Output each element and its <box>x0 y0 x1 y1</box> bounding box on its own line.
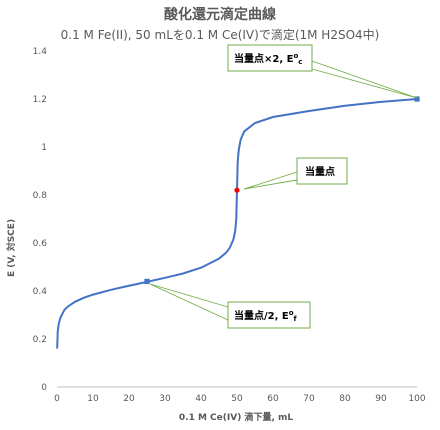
data-point-marker <box>144 278 150 284</box>
x-tick-label: 100 <box>408 394 425 404</box>
x-tick-label: 90 <box>375 394 387 404</box>
callout-leader-line <box>149 283 229 321</box>
callout-label: 当量点 <box>305 165 335 178</box>
callout-leader-line <box>243 179 298 190</box>
x-tick-label: 40 <box>195 394 207 404</box>
callout-label: 当量点×2, Eoc <box>234 52 302 66</box>
callout-leader-line <box>311 60 418 99</box>
x-tick-label: 60 <box>267 394 279 404</box>
callout-label-main: 当量点/2, E <box>234 309 289 322</box>
y-tick-label: 0 <box>41 383 47 393</box>
callout-label-sub: c <box>298 58 302 66</box>
callout-label: 当量点/2, Eof <box>234 309 298 323</box>
callout-label-main: 当量点×2, E <box>234 52 294 65</box>
callout-label-sup: o <box>289 309 294 317</box>
callout-leader-line <box>243 171 298 190</box>
x-tick-label: 50 <box>231 394 243 404</box>
x-tick-label: 30 <box>159 394 171 404</box>
callout-half-equivalence: 当量点/2, Eof <box>149 283 311 329</box>
callout-box <box>227 301 311 329</box>
callout-box <box>296 157 348 185</box>
callout-label-sub: f <box>294 315 298 323</box>
callout-double-equivalence: 当量点×2, Eoc <box>227 44 418 99</box>
x-tick-labels: 0 10 20 30 40 50 60 70 80 90 100 <box>54 394 426 404</box>
x-tick-label: 80 <box>339 394 351 404</box>
y-tick-label: 1.4 <box>33 47 48 57</box>
data-markers <box>144 96 420 284</box>
x-axis-title: 0.1 M Ce(IV) 滴下量, mL <box>179 411 293 423</box>
titration-curve-line <box>56 98 418 349</box>
y-tick-label: 0.6 <box>33 239 48 249</box>
callout-equivalence: 当量点 <box>243 157 348 190</box>
equivalence-point-marker <box>234 187 240 193</box>
y-tick-label: 0.4 <box>33 287 48 297</box>
callout-leader-line <box>149 283 229 308</box>
callout-label-sup: o <box>293 52 298 60</box>
y-tick-label: 1.2 <box>33 95 47 105</box>
y-tick-label: 0.8 <box>33 191 48 201</box>
y-tick-labels: 0 0.2 0.4 0.6 0.8 1 1.2 1.4 <box>33 47 48 393</box>
x-tick-label: 10 <box>87 394 99 404</box>
callout-leader-line <box>311 68 418 99</box>
chart-title: 酸化還元滴定曲線 <box>164 6 276 23</box>
chart-subtitle: 0.1 M Fe(II), 50 mLを0.1 M Ce(IV)で滴定(1M H… <box>61 27 380 42</box>
callout-box <box>227 44 313 72</box>
x-tick-label: 70 <box>303 394 315 404</box>
y-axis-title: E (V, 対SCE) <box>5 219 17 277</box>
data-point-marker <box>414 96 420 102</box>
x-tick-label: 20 <box>123 394 135 404</box>
y-tick-label: 0.2 <box>33 335 47 345</box>
x-tick-label: 0 <box>54 394 60 404</box>
y-tick-label: 1 <box>41 143 47 153</box>
